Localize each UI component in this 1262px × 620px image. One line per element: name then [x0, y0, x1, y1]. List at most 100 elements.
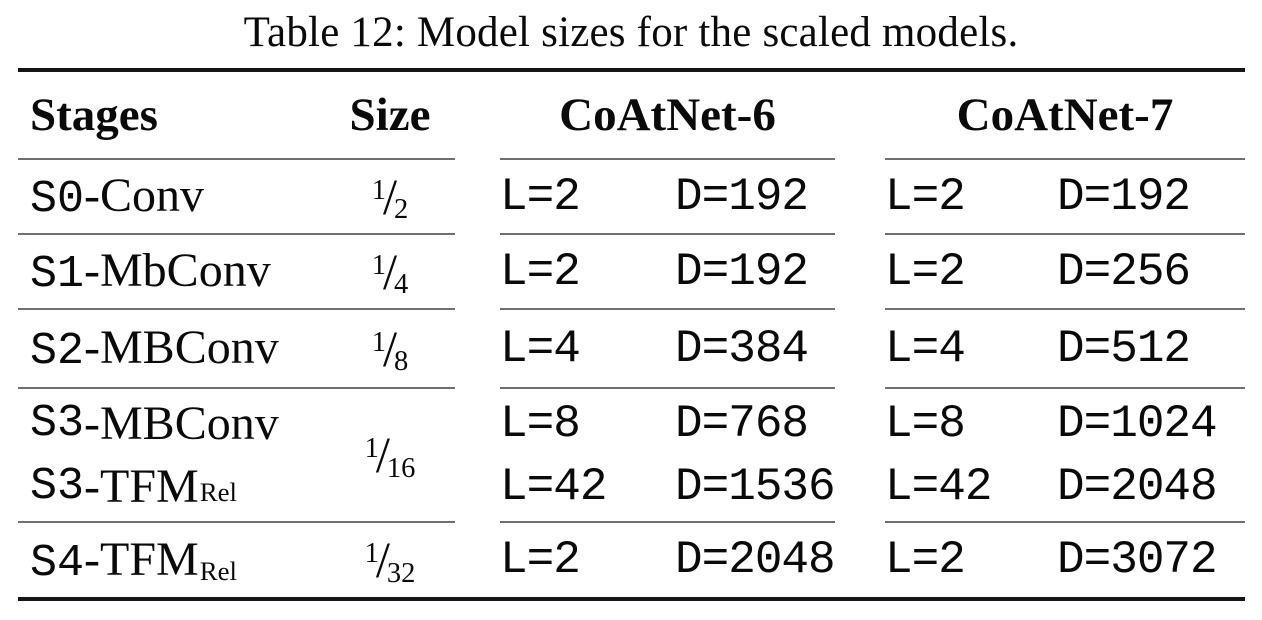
size-fraction: 1/16	[365, 426, 416, 484]
stage-prefix: S4	[30, 537, 85, 589]
layers-value: L=4	[885, 322, 966, 375]
stage-cell: S0 -Conv	[18, 168, 325, 225]
fraction-slash: /	[375, 532, 390, 588]
row-group-coatnet6: L=8 L=42 D=768 D=1536	[500, 389, 836, 523]
table-row: S2 -MBConv 1/8 L=4 D=384 L=4 D=512	[18, 310, 1245, 389]
dim-value: D=384	[675, 322, 809, 375]
size-fraction: 1/2	[372, 168, 409, 226]
dim-value: D=2048	[675, 534, 836, 586]
row-group-coatnet6: L=2 D=192	[500, 160, 835, 235]
fraction-numerator: 1	[364, 538, 379, 570]
stage-name: S3 -TFM Rel	[30, 455, 325, 518]
table-row: S3 -MBConv S3 -TFM Rel 1/16 L=8 L=42 D=768 …	[18, 389, 1245, 523]
size-cell: 1/16	[325, 426, 455, 484]
header-row: Stages Size CoAtNet-6 CoAtNet-7	[18, 72, 1245, 160]
row-group-left: S0 -Conv 1/2	[18, 160, 455, 235]
row-group-coatnet7: L=4 D=512	[885, 310, 1245, 389]
column-header-coatnet7: CoAtNet-7	[956, 89, 1174, 141]
row-group-left: S1 -MbConv 1/4	[18, 235, 455, 310]
layers-value: L=2	[500, 534, 581, 586]
row-group-coatnet6: L=4 D=384	[500, 310, 835, 389]
row-group-left: S4 -TFM Rel 1/32	[18, 523, 455, 597]
layers-value: L=42	[885, 460, 992, 513]
table-row: S4 -TFM Rel 1/32 L=2 D=2048 L=2 D=3072	[18, 523, 1245, 597]
table-row: S1 -MbConv 1/4 L=2 D=192 L=2 D=256	[18, 235, 1245, 310]
dim-cell: D=1024 D=2048	[1057, 392, 1245, 518]
dim-value: D=3072	[1057, 534, 1218, 586]
row-group-coatnet7: L=8 L=42 D=1024 D=2048	[885, 389, 1245, 523]
header-group-left: Stages Size	[18, 72, 455, 160]
size-cell: 1/32	[325, 531, 455, 589]
fraction-numerator: 1	[371, 174, 386, 206]
stage-name: S1 -MbConv	[30, 243, 325, 300]
dim-value: D=1024	[1057, 397, 1218, 450]
layers-value: L=2	[500, 170, 581, 223]
row-group-coatnet7: L=2 D=192	[885, 160, 1245, 235]
fraction-numerator: 1	[371, 249, 386, 281]
layers-value: L=8	[500, 397, 581, 450]
row-group-coatnet6: L=2 D=192	[500, 235, 835, 310]
stage-prefix: S2	[30, 326, 85, 377]
dim-value: D=192	[675, 245, 809, 298]
dim-cell: D=768 D=1536	[675, 392, 836, 518]
fraction-numerator: 1	[364, 433, 379, 465]
dim-value: D=512	[1057, 322, 1191, 375]
bottom-rule	[18, 597, 1245, 601]
stage-subscript: Rel	[199, 476, 238, 507]
model-sizes-table: Stages Size CoAtNet-6 CoAtNet-7 S0 -Conv …	[18, 68, 1245, 601]
size-fraction: 1/32	[365, 531, 416, 589]
layers-value: L=2	[500, 245, 581, 298]
layers-value: L=4	[500, 322, 581, 375]
row-group-coatnet7: L=2 D=256	[885, 235, 1245, 310]
layers-value: L=42	[500, 460, 607, 513]
stage-cell: S4 -TFM Rel	[18, 532, 325, 589]
stage-suffix: -Conv	[84, 169, 205, 222]
top-rule	[18, 68, 1245, 72]
stage-prefix: S0	[30, 174, 85, 225]
fraction-slash: /	[382, 320, 398, 377]
dim-value: D=192	[1057, 170, 1191, 223]
stage-suffix: -MbConv	[84, 244, 271, 297]
column-header-size: Size	[349, 89, 431, 141]
stage-cell: S3 -MBConv S3 -TFM Rel	[18, 392, 325, 518]
dim-value: D=768	[675, 397, 809, 450]
size-fraction: 1/8	[372, 320, 409, 378]
fraction-slash: /	[382, 168, 398, 225]
fraction-denominator: 32	[386, 557, 416, 589]
fraction-slash: /	[382, 243, 398, 300]
dim-value: D=1536	[675, 460, 836, 513]
size-cell: 1/2	[325, 168, 455, 226]
layers-cell: L=8 L=42	[500, 392, 675, 518]
stage-prefix: S3	[30, 398, 85, 449]
layers-value: L=2	[885, 245, 966, 298]
row-group-left: S3 -MBConv S3 -TFM Rel 1/16	[18, 389, 455, 523]
layers-value: L=8	[885, 397, 966, 450]
row-group-coatnet7: L=2 D=3072	[885, 523, 1245, 597]
column-header-stages: Stages	[30, 89, 158, 141]
dim-value: D=2048	[1057, 460, 1218, 513]
column-header-coatnet6: CoAtNet-6	[559, 89, 776, 141]
stage-name: S2 -MBConv	[30, 320, 325, 377]
fraction-denominator: 16	[386, 452, 416, 484]
stage-prefix: S1	[30, 249, 85, 300]
layers-value: L=2	[885, 534, 966, 586]
stage-name: S3 -MBConv	[30, 392, 325, 455]
dim-value: D=256	[1057, 245, 1191, 298]
dim-value: D=192	[675, 170, 809, 223]
stage-subscript: Rel	[199, 556, 238, 587]
stage-suffix: -TFM	[84, 532, 199, 586]
stage-suffix: -MBConv	[84, 321, 279, 374]
row-group-left: S2 -MBConv 1/8	[18, 310, 455, 389]
stage-suffix: -TFM	[84, 460, 199, 513]
stage-name: S4 -TFM Rel	[30, 532, 325, 589]
stage-prefix: S3	[30, 461, 85, 512]
fraction-slash: /	[375, 427, 390, 483]
header-group-coatnet7: CoAtNet-7	[885, 72, 1245, 160]
layers-value: L=2	[885, 170, 966, 223]
stage-suffix: -MBConv	[84, 397, 279, 450]
table-row: S0 -Conv 1/2 L=2 D=192 L=2 D=192	[18, 160, 1245, 235]
layers-cell: L=8 L=42	[885, 392, 1057, 518]
fraction-denominator: 8	[394, 346, 409, 378]
stage-cell: S1 -MbConv	[18, 243, 325, 300]
row-group-coatnet6: L=2 D=2048	[500, 523, 836, 597]
